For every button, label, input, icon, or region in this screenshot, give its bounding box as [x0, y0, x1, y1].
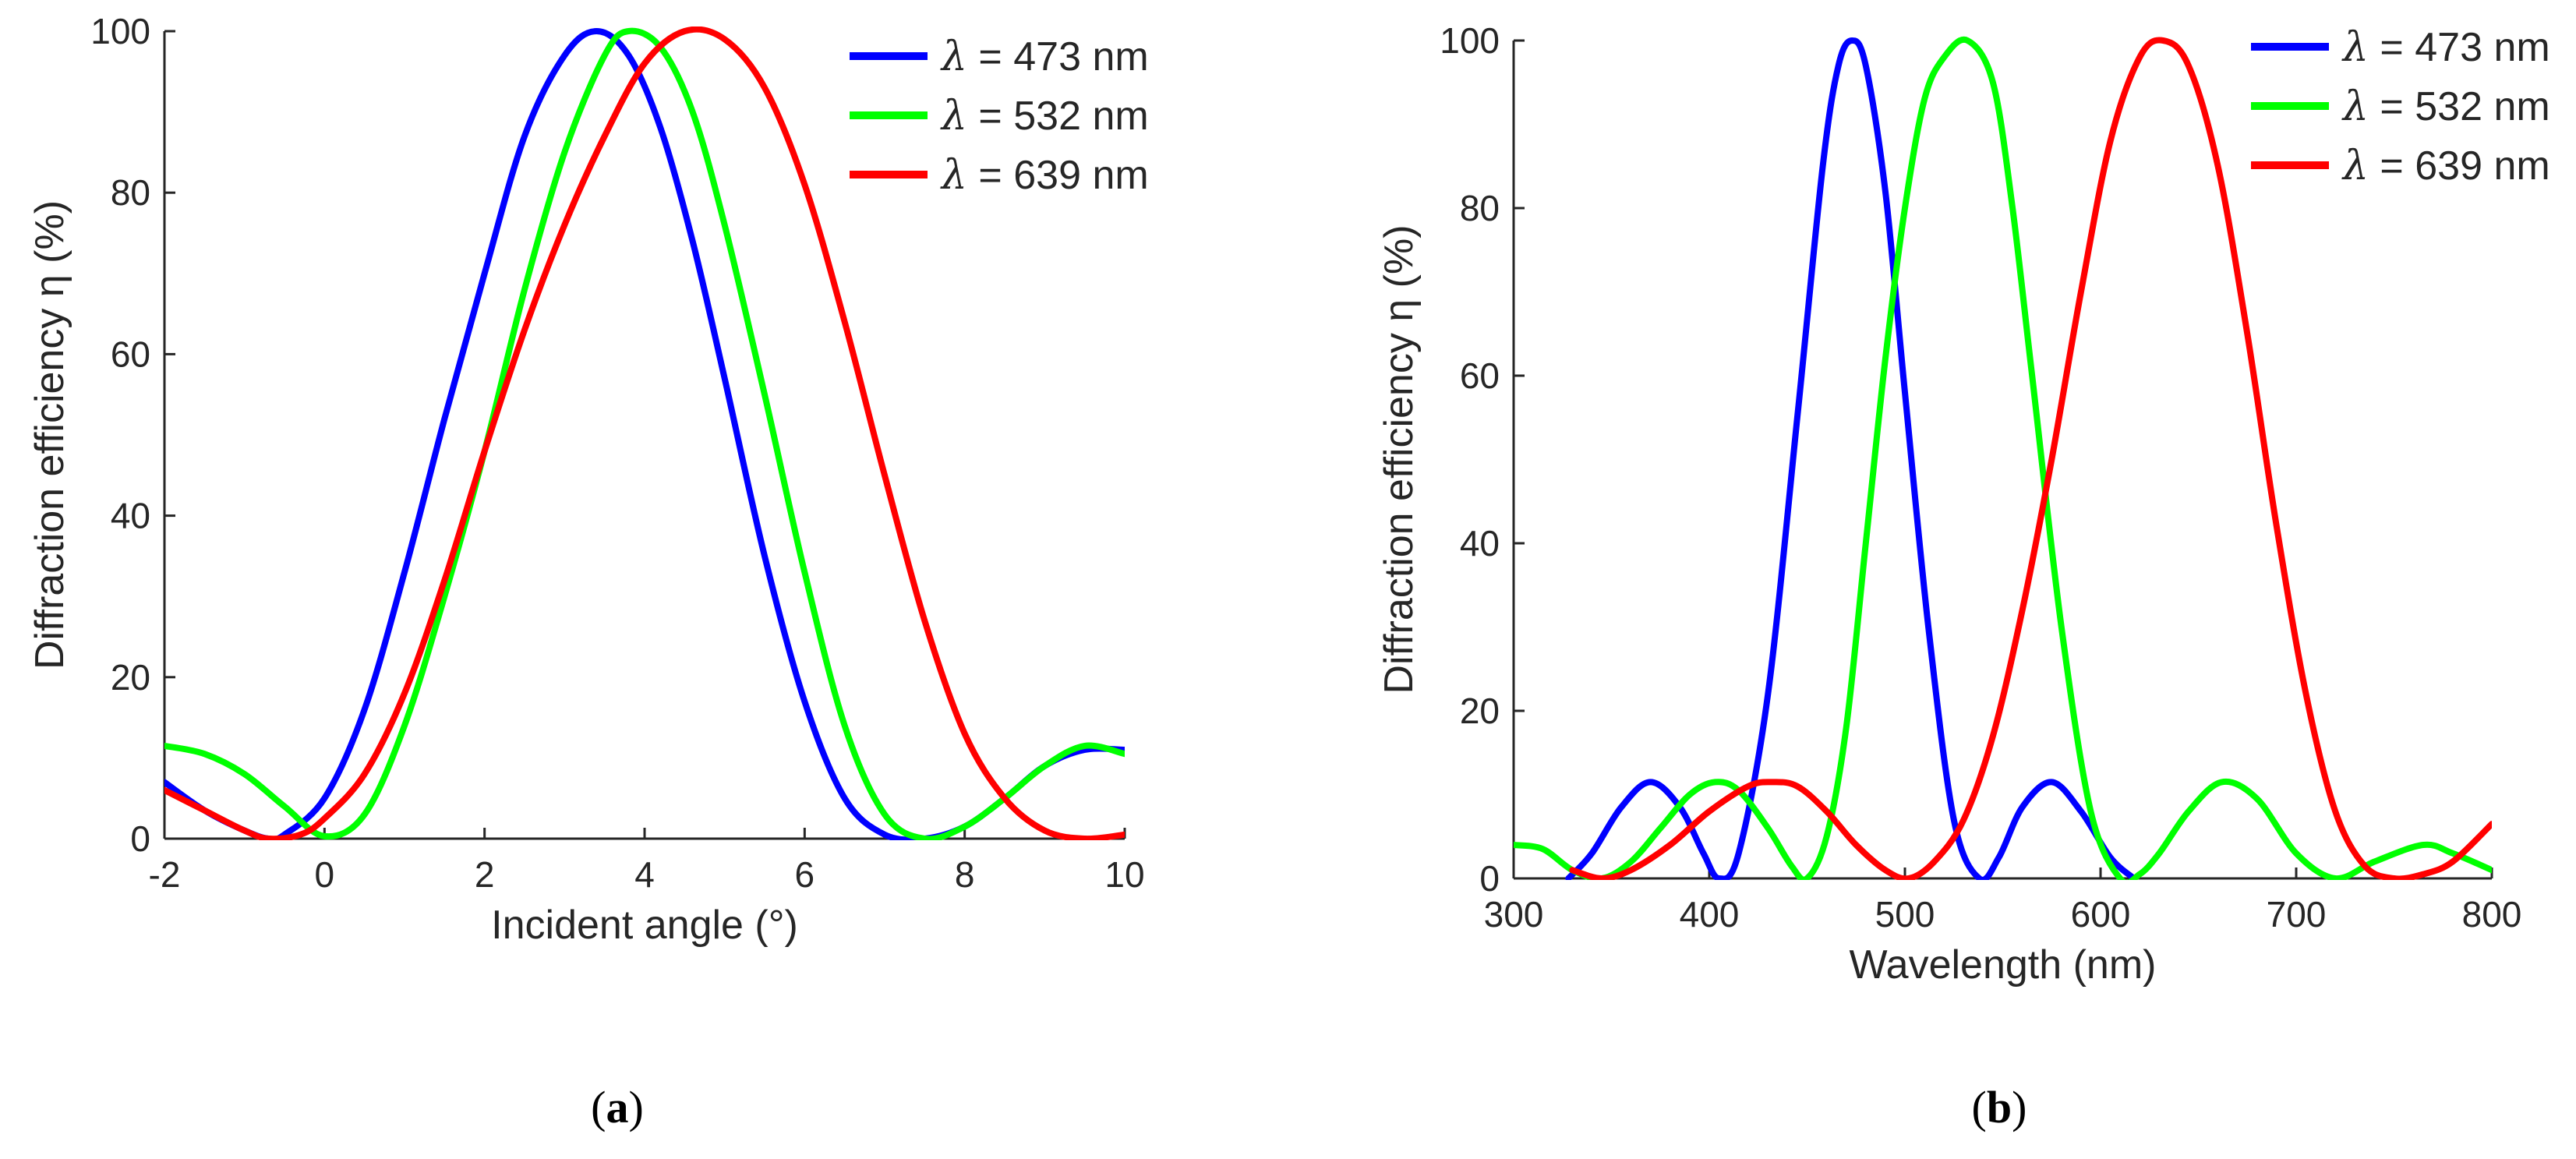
chart-b-x-axis-label: Wavelength (nm): [1850, 942, 2157, 988]
chart-a-x-tick-label: 8: [955, 854, 975, 895]
chart-b-legend-symbol-1: λ: [2341, 83, 2369, 130]
chart-a-x-tick-label: 0: [315, 854, 335, 895]
chart-b-legend-symbol-2: λ: [2341, 143, 2369, 189]
chart-b-panel-label: (b): [1972, 1082, 2027, 1132]
chart-b-series-group: [1514, 36, 2492, 880]
chart-a-panel-label: (a): [591, 1082, 644, 1132]
chart-b-y-tick-label: 40: [1460, 523, 1500, 564]
chart-a-x-tick-label: 10: [1104, 854, 1144, 895]
chart-a-legend-text-0: = 473 nm: [967, 34, 1149, 80]
chart-b-series-line-2: [1569, 37, 2492, 880]
chart-a-series-line-0: [164, 28, 1125, 840]
chart-a-y-tick-label: 60: [111, 334, 150, 374]
chart-b-y-tick-label: 80: [1460, 188, 1500, 228]
chart-a-x-tick-label: 4: [634, 854, 655, 895]
chart-b-y-tick-label: 20: [1460, 691, 1500, 731]
chart-a-legend-text-1: = 532 nm: [967, 94, 1149, 139]
chart-b-legend-label-0: λ = 473 nm: [2341, 24, 2550, 71]
chart-b-legend-text-2: = 639 nm: [2369, 143, 2550, 189]
chart-b-y-tick-label: 0: [1479, 858, 1500, 899]
chart-b-legend-text-0: = 473 nm: [2369, 25, 2550, 70]
chart-b-x-tick-label: 600: [2071, 894, 2131, 935]
chart-a-x-axis-label: Incident angle (°): [491, 903, 798, 948]
chart-a-legend-symbol-1: λ: [940, 93, 967, 140]
chart-a-legend-label-2: λ = 639 nm: [940, 152, 1149, 199]
chart-b-series-line-0: [1565, 37, 2137, 880]
chart-a-legend-symbol-2: λ: [940, 152, 967, 199]
chart-a-legend-symbol-0: λ: [940, 34, 967, 80]
chart-b-y-tick-label: 100: [1440, 20, 1500, 61]
chart-b-legend-label-1: λ = 532 nm: [2341, 83, 2550, 130]
chart-a-y-tick-label: 80: [111, 172, 150, 213]
chart-a-series-line-2: [164, 27, 1125, 840]
chart-b-x-tick-label: 300: [1484, 894, 1544, 935]
chart-a-x-tick-label: 2: [475, 854, 495, 895]
chart-a-legend-label-0: λ = 473 nm: [940, 34, 1149, 80]
chart-a-y-tick-label: 100: [90, 11, 150, 51]
chart-b-x-tick-label: 500: [1875, 894, 1935, 935]
chart-b-x-tick-label: 700: [2267, 894, 2327, 935]
chart-b-panel-letter: b: [1987, 1082, 2012, 1132]
chart-panel-b: 300 400 500 600 700 800 0 20 40 60 80 100 Wavelength…: [1376, 20, 2550, 1132]
chart-b-legend-symbol-0: λ: [2341, 24, 2369, 71]
chart-a-panel-letter: a: [606, 1082, 629, 1132]
chart-a-legend-label-1: λ = 532 nm: [940, 93, 1149, 140]
chart-a-y-tick-label: 40: [111, 496, 150, 536]
chart-b-series-line-1: [1514, 36, 2492, 880]
chart-b-legend-label-2: λ = 639 nm: [2341, 143, 2550, 189]
chart-b-legend-text-1: = 532 nm: [2369, 84, 2550, 129]
chart-a-y-axis-label: Diffraction efficiency η (%): [27, 200, 72, 670]
chart-a-y-tick-label: 0: [130, 818, 150, 859]
chart-b-x-tick-label: 800: [2462, 894, 2522, 935]
chart-a-legend-text-2: = 639 nm: [967, 153, 1149, 198]
chart-a-x-tick-label: -2: [149, 854, 181, 895]
chart-a-series-group: [164, 27, 1125, 840]
chart-a-x-tick-label: 6: [795, 854, 815, 895]
chart-a-series-line-1: [164, 27, 1125, 840]
chart-b-x-tick-label: 400: [1680, 894, 1740, 935]
chart-a-y-tick-label: 20: [111, 657, 150, 698]
chart-b-y-tick-label: 60: [1460, 355, 1500, 396]
chart-b-y-axis-label: Diffraction efficiency η (%): [1376, 224, 1422, 694]
